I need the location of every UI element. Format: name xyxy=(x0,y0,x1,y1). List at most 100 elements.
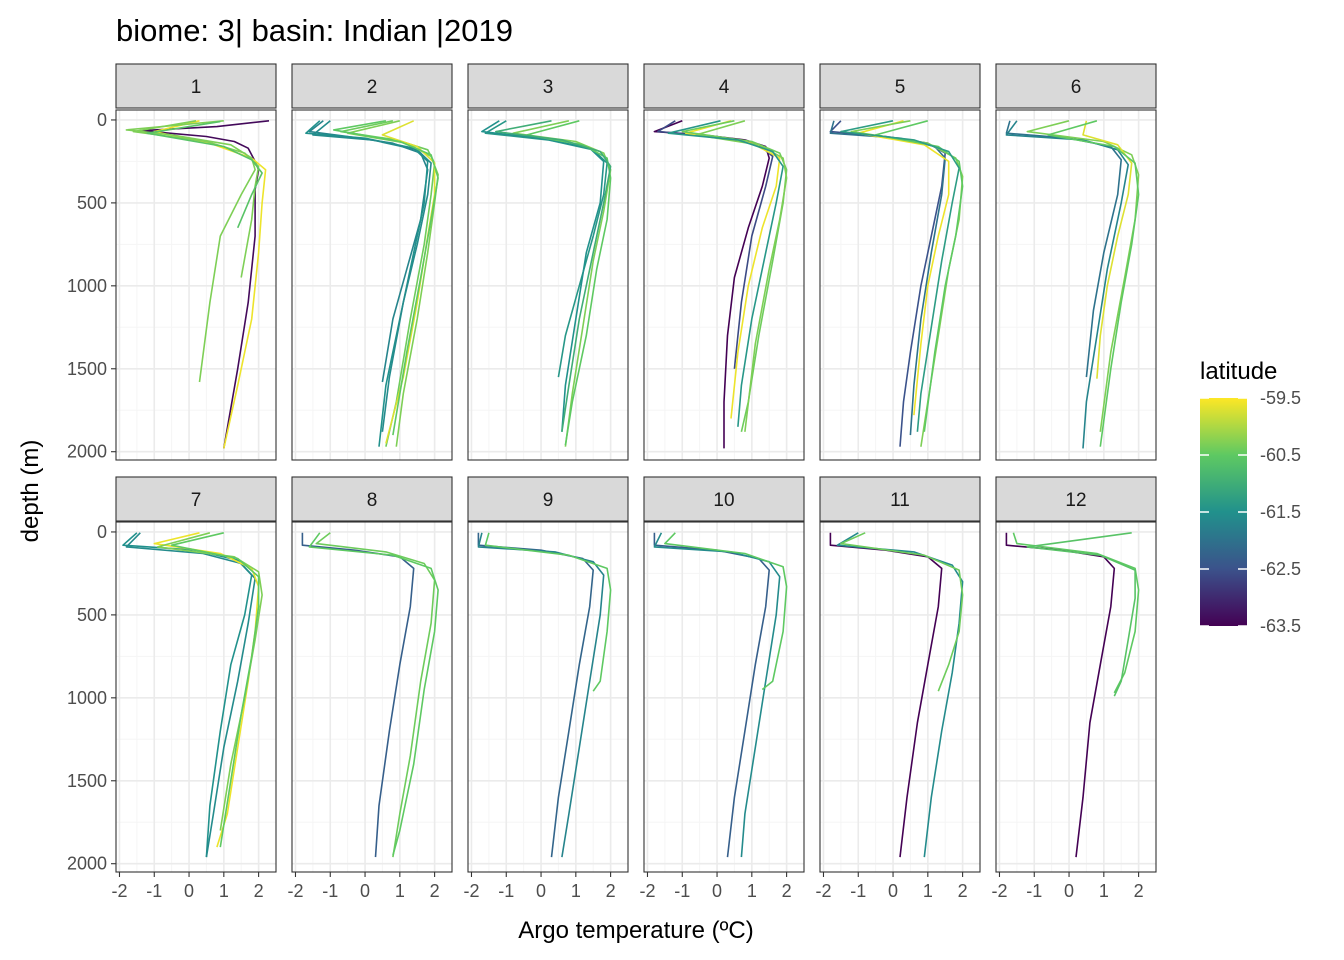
profile-lines xyxy=(481,120,612,447)
profile-line xyxy=(301,532,415,858)
profile-line xyxy=(156,532,263,831)
y-tick-label: 0 xyxy=(97,522,107,542)
profile-line xyxy=(332,120,439,436)
panel-border xyxy=(819,521,981,873)
panel-background xyxy=(468,110,628,460)
x-tick-label: 1 xyxy=(1099,881,1109,901)
panel-background xyxy=(820,110,980,460)
profile-line xyxy=(315,532,436,858)
facet-strip-label: 9 xyxy=(543,490,554,511)
panel-border xyxy=(995,109,1157,461)
facet-strip-label: 11 xyxy=(890,490,910,511)
panel-background xyxy=(292,110,452,460)
y-tick-label: 500 xyxy=(77,605,107,625)
facet-strip-label: 1 xyxy=(191,77,202,98)
profile-lines xyxy=(829,532,964,858)
x-axis-title: Argo temperature (ºC) xyxy=(518,917,754,944)
profile-line xyxy=(840,120,960,432)
x-tick-label: 1 xyxy=(747,881,757,901)
facet-panel: 11 -2 -1 0 1 2 xyxy=(815,476,981,901)
panel-background xyxy=(292,522,452,872)
x-tick-label: -1 xyxy=(850,881,866,901)
profile-line xyxy=(308,532,439,856)
x-tick-label: 1 xyxy=(395,881,405,901)
y-tick-label: 1000 xyxy=(67,276,107,296)
panel-border xyxy=(995,521,1157,873)
y-tick-label: 0 xyxy=(97,110,107,130)
panel-border xyxy=(643,521,805,873)
profile-line xyxy=(1005,120,1129,449)
facet-strip-label: 7 xyxy=(191,490,202,511)
x-tick-label: 0 xyxy=(360,881,370,901)
panel-border xyxy=(643,109,805,461)
y-tick-label: 500 xyxy=(77,193,107,213)
panel-border xyxy=(467,521,629,873)
profile-line xyxy=(305,120,429,447)
y-tick-label: 1500 xyxy=(67,359,107,379)
profile-line xyxy=(657,120,774,369)
x-tick-label: -2 xyxy=(815,881,831,901)
facet-panel: 10 -2 -1 0 1 2 xyxy=(639,476,805,901)
facet-strip xyxy=(995,476,1157,522)
y-axis-title: depth (m) xyxy=(17,440,44,543)
profile-line xyxy=(125,532,256,858)
profile-line xyxy=(170,532,260,848)
profile-line xyxy=(874,120,964,432)
facet-strip xyxy=(467,63,629,109)
x-tick-label: -1 xyxy=(674,881,690,901)
y-tick-label: 2000 xyxy=(67,854,107,874)
facet-strip xyxy=(819,476,981,522)
panel-border xyxy=(467,109,629,461)
x-tick-label: 0 xyxy=(712,881,722,901)
facet-strip-label: 12 xyxy=(1065,490,1086,511)
panel-border xyxy=(819,109,981,461)
x-tick-label: 0 xyxy=(1064,881,1074,901)
y-tick-label: 2000 xyxy=(67,442,107,462)
profile-line xyxy=(667,120,784,427)
chart-title: biome: 3| basin: Indian |2019 xyxy=(116,13,513,48)
panel-background xyxy=(116,522,276,872)
x-tick-label: 1 xyxy=(923,881,933,901)
facet-strip xyxy=(291,476,453,522)
legend-tick-label: -63.5 xyxy=(1260,616,1301,636)
legend-ticks: -59.5 -60.5 -61.5 -62.5 -63.5 xyxy=(1200,388,1301,636)
x-tick-label: -2 xyxy=(463,881,479,901)
profile-line xyxy=(308,120,429,383)
facet-strip xyxy=(115,476,277,522)
facet-panel: 5 xyxy=(819,63,981,461)
facet-panel: 3 xyxy=(467,63,629,461)
x-tick-label: -1 xyxy=(498,881,514,901)
x-tick-label: 2 xyxy=(430,881,440,901)
facet-panel: 4 xyxy=(643,63,805,461)
x-tick-label: -2 xyxy=(991,881,1007,901)
profile-lines xyxy=(301,532,439,858)
panel-border xyxy=(291,109,453,461)
facet-strip-label: 4 xyxy=(719,77,730,98)
profile-line xyxy=(312,120,432,432)
profile-lines xyxy=(1005,120,1140,449)
legend-tick-label: -59.5 xyxy=(1260,388,1301,408)
profile-lines xyxy=(1005,532,1140,858)
y-tick-label: 1500 xyxy=(67,771,107,791)
profile-lines xyxy=(829,120,964,447)
x-tick-label: 1 xyxy=(219,881,229,901)
profile-lines xyxy=(653,120,788,449)
legend-tick-label: -61.5 xyxy=(1260,502,1301,522)
panel-background xyxy=(644,522,804,872)
x-tick-label: -1 xyxy=(146,881,162,901)
x-tick-label: 1 xyxy=(571,881,581,901)
x-tick-label: -2 xyxy=(111,881,127,901)
facet-panel: 8 -2 -1 0 1 2 xyxy=(287,476,453,901)
facet-strip xyxy=(291,63,453,109)
panel-border xyxy=(115,521,277,873)
x-tick-label: 2 xyxy=(254,881,264,901)
facet-strip-label: 3 xyxy=(543,77,554,98)
profile-line xyxy=(139,120,270,449)
panel-background xyxy=(996,522,1156,872)
facet-strip xyxy=(467,476,629,522)
profile-line xyxy=(1005,120,1122,378)
profile-line xyxy=(840,532,964,692)
profile-line xyxy=(829,120,947,436)
facet-strip-label: 10 xyxy=(713,490,734,511)
profile-line xyxy=(146,120,263,229)
